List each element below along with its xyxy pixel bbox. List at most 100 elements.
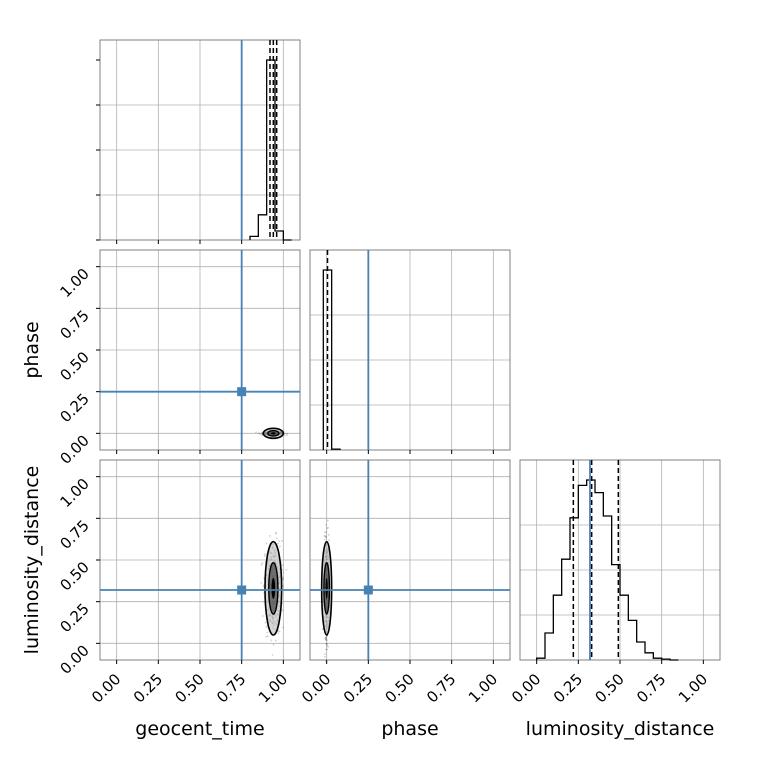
joint-phase-luminosity_distance-sample-point [324,655,326,658]
left-phase-ytick-label-1: 0.25 [56,390,92,426]
joint-phase-luminosity_distance-sample-point [325,648,327,651]
joint-geocent_time-phase-contour-outer [262,427,285,440]
joint-geocent_time-phase-sample-point [255,431,257,434]
x-axis-title-phase: phase [381,718,438,740]
joint-geocent_time-luminosity_distance-sample-point [262,615,264,617]
left-luminosity_distance-ytick-label-1: 0.25 [56,600,92,636]
joint-geocent_time-luminosity_distance-sample-point [260,582,263,584]
bottom-phase-xtick-label-0: 0.00 [298,670,334,706]
hist-phase-steps [322,269,341,450]
joint-geocent_time-phase-sample-point [260,431,263,434]
joint-phase-luminosity_distance-density-core [325,577,328,599]
left-phase-ytick-label-4: 1.00 [56,265,92,301]
joint-phase-luminosity_distance-sample-point [326,648,329,651]
joint-geocent_time-luminosity_distance-sample-point [274,531,277,534]
joint-phase-luminosity_distance-sample-point [327,645,330,648]
hist-geocent_time-steps [249,59,292,241]
left-luminosity_distance-ytick-label-4: 1.00 [56,475,92,511]
left-luminosity_distance-ytick-label-2: 0.50 [56,558,92,594]
joint-phase-luminosity_distance-sample-point [323,538,326,541]
joint-geocent_time-phase-sample-point [261,434,263,437]
joint-phase-luminosity_distance-sample-point [327,533,330,536]
x-axis-title-geocent-time: geocent_time [135,718,264,740]
left-luminosity_distance-ytick-label-3: 0.75 [56,516,92,552]
joint-geocent_time-phase-contour-inner [267,429,280,437]
joint-geocent_time-luminosity_distance-sample-point [278,630,281,633]
bottom-geocent_time-xtick-label-1: 0.25 [130,670,166,706]
joint-phase-luminosity_distance-sample-point [324,531,327,534]
joint-geocent_time-luminosity_distance-sample-point [265,635,268,638]
joint-geocent_time-luminosity_distance-sample-point [275,532,277,535]
joint-geocent_time-phase-sample-point [257,432,260,435]
left-phase-ytick-label-2: 0.50 [56,348,92,384]
joint-geocent_time-luminosity_distance-truth-marker [237,585,247,595]
joint-geocent_time-phase-sample-point [259,433,261,435]
joint-phase-luminosity_distance-sample-point [327,539,330,542]
joint-geocent_time-luminosity_distance-density-core [271,577,276,599]
bottom-luminosity_distance-xtick-label-3: 0.75 [633,670,669,706]
left-luminosity_distance-ytick-label-0: 0.00 [56,641,92,677]
joint-phase-luminosity_distance-sample-point [324,535,327,537]
joint-phase-luminosity_distance-sample-point [323,653,326,656]
bottom-luminosity_distance-xtick-label-1: 0.25 [550,670,586,706]
joint-phase-luminosity_distance-sample-point [325,638,328,641]
joint-geocent_time-luminosity_distance-sample-point [263,553,266,556]
y-axis-title-luminosity-distance: luminosity_distance [21,466,43,655]
joint-geocent_time-luminosity_distance-sample-point [282,626,285,629]
joint-geocent_time-luminosity_distance-sample-point [280,540,283,542]
left-phase-ytick-label-3: 0.75 [56,306,92,342]
joint-geocent_time-luminosity_distance-sample-point [282,576,284,579]
joint-phase-luminosity_distance-sample-point [323,535,326,537]
bottom-geocent_time-xtick-label-3: 0.75 [213,670,249,706]
joint-geocent_time-phase-truth-marker [237,387,247,397]
joint-geocent_time-luminosity_distance-sample-point [270,639,273,642]
joint-geocent_time-luminosity_distance-sample-point [268,534,271,537]
joint-geocent_time-phase-density-core [271,432,276,435]
joint-geocent_time-phase-sample-point [283,434,286,437]
joint-geocent_time-phase-sample-point [286,432,289,435]
x-axis-title-luminosity-distance: luminosity_distance [526,718,715,740]
joint-phase-luminosity_distance-sample-point [325,524,328,526]
joint-geocent_time-luminosity_distance-sample-point [265,626,268,628]
joint-geocent_time-luminosity_distance-sample-point [264,555,266,557]
joint-geocent_time-luminosity_distance-sample-point [262,585,265,588]
joint-geocent_time-luminosity_distance-sample-point [281,569,284,571]
joint-geocent_time-luminosity_distance-sample-point [271,654,274,656]
joint-geocent_time-luminosity_distance-sample-point [282,571,285,574]
bottom-phase-xtick-label-2: 0.50 [381,670,417,706]
joint-geocent_time-luminosity_distance-sample-point [272,643,275,646]
joint-geocent_time-phase-sample-point [286,434,288,436]
joint-phase-luminosity_distance-contour-outer [320,540,333,636]
bottom-phase-xtick-label-4: 1.00 [465,670,501,706]
bottom-geocent_time-xtick-label-4: 1.00 [255,670,291,706]
left-phase-ytick-label-0: 0.00 [56,431,92,467]
joint-geocent_time-luminosity_distance-sample-point [260,563,263,566]
joint-phase-luminosity_distance-sample-point [325,642,328,645]
joint-phase-luminosity_distance-sample-point [327,526,330,529]
joint-geocent_time-luminosity_distance-sample-point [281,564,284,566]
joint-phase-luminosity_distance-contour-inner [323,561,331,615]
joint-geocent_time-luminosity_distance-contour-outer [264,540,283,636]
joint-phase-luminosity_distance-sample-point [325,531,328,534]
joint-geocent_time-luminosity_distance-sample-point [265,542,268,545]
joint-phase-luminosity_distance-sample-point [324,638,327,640]
joint-geocent_time-luminosity_distance-sample-point [277,632,280,635]
joint-geocent_time-luminosity_distance-sample-point [277,542,279,545]
joint-phase-luminosity_distance-sample-point [324,636,327,639]
joint-geocent_time-luminosity_distance-sample-point [274,639,277,642]
bottom-geocent_time-xtick-label-2: 0.50 [171,670,207,706]
joint-geocent_time-luminosity_distance-sample-point [264,621,267,624]
joint-phase-luminosity_distance-sample-point [324,636,327,639]
bottom-geocent_time-xtick-label-0: 0.00 [88,670,124,706]
joint-phase-luminosity_distance-sample-point [325,643,328,645]
joint-phase-luminosity_distance-sample-point [324,536,327,539]
joint-geocent_time-luminosity_distance-sample-point [282,578,285,581]
joint-phase-luminosity_distance-sample-point [321,628,324,630]
bottom-luminosity_distance-xtick-label-0: 0.00 [508,670,544,706]
joint-phase-luminosity_distance-sample-point [325,535,328,538]
joint-geocent_time-luminosity_distance-sample-point [285,568,288,571]
joint-phase-luminosity_distance-sample-point [324,639,327,641]
joint-geocent_time-luminosity_distance-sample-point [266,635,269,638]
joint-phase-luminosity_distance-sample-point [326,527,328,530]
